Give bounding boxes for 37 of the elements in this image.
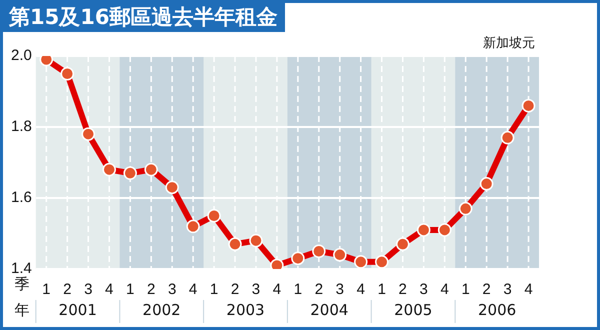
x-tick-label: 2 [482,281,491,298]
text: 2004 [310,300,348,319]
x-tick-label: 4 [272,281,282,298]
x-tick-label: 3 [420,281,428,298]
x-tick-label: 4 [356,281,365,298]
x-tick-label: 3 [336,281,344,298]
x-axis-title: 季年 [14,274,30,319]
text: 2006 [478,300,516,319]
text: 2002 [142,300,181,319]
x-tick-label: 2 [230,281,240,298]
x-tick-label: 4 [188,281,198,298]
x-tick-label: 2 [398,281,407,298]
x-tick-label: 1 [461,281,470,298]
x-tick-label: 4 [524,281,533,298]
x-tick-label: 1 [378,281,386,298]
x-tick-label: 4 [105,281,114,298]
x-tick-label: 1 [126,281,134,298]
chart-title: 第15及16郵區過去半年租金 [3,3,286,32]
text: 2001 [58,300,97,319]
x-tick-label: 2 [63,281,72,298]
x-tick-label: 1 [42,281,51,298]
x-tick-label: 4 [440,281,449,298]
x-tick-label: 3 [168,281,176,298]
y-axis-title: 新加坡元 [483,35,535,52]
y-tick-label: 2.0 [10,47,32,64]
text: 2003 [226,300,265,319]
x-tick-label: 3 [84,281,92,298]
x-tick-label: 1 [294,281,302,298]
x-tick-label: 2 [146,281,156,298]
x-tick-label: 2 [314,281,324,298]
x-tick-label: 1 [210,281,218,298]
y-tick-label: 1.8 [10,118,32,136]
x-tick-label: 3 [252,281,260,298]
text: 2005 [394,300,432,319]
y-tick-label: 1.6 [10,189,32,206]
y-tick-label: 1.4 [10,260,32,278]
x-tick-label: 3 [503,281,512,298]
